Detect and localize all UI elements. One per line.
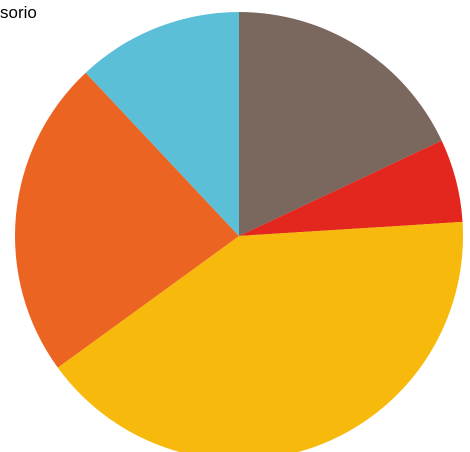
pie-slice-1: [239, 12, 442, 236]
pie-slice-3: [57, 221, 463, 452]
pie-slice-5: [85, 12, 239, 236]
chart-title: sorio: [0, 3, 37, 22]
pie-slice-4: [15, 72, 239, 368]
pie-slice-2: [239, 140, 463, 236]
